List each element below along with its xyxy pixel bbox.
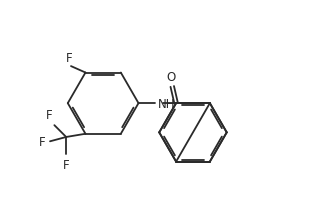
Text: F: F (39, 135, 45, 148)
Text: F: F (63, 158, 70, 171)
Text: F: F (46, 109, 53, 122)
Text: O: O (166, 70, 175, 83)
Text: NH: NH (158, 97, 175, 110)
Text: F: F (65, 51, 72, 64)
